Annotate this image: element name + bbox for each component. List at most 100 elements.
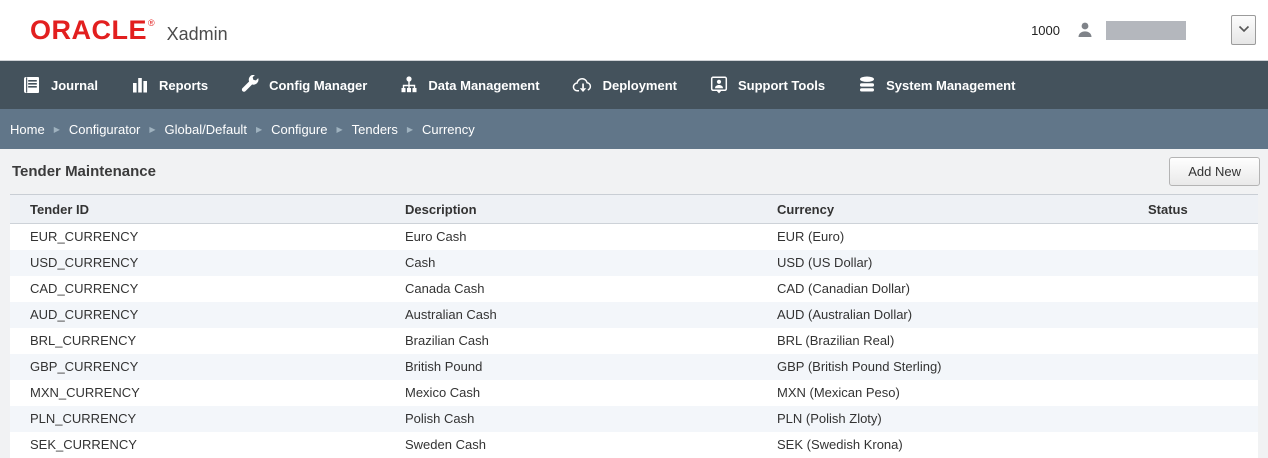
cell-description: Euro Cash xyxy=(385,223,757,250)
registered-mark: ® xyxy=(148,17,155,28)
breadcrumb-item-configurator[interactable]: Configurator xyxy=(68,121,141,137)
cell-tender-id: AUD_CURRENCY xyxy=(10,301,385,328)
cell-currency: CAD (Canadian Dollar) xyxy=(757,275,1128,302)
cell-status xyxy=(1128,431,1258,458)
nav-item-journal[interactable]: Journal xyxy=(6,61,114,109)
cell-tender-id: EUR_CURRENCY xyxy=(10,223,385,250)
breadcrumb-separator-icon: ▶ xyxy=(336,124,343,134)
cell-description: Canada Cash xyxy=(385,275,757,302)
table-header-row: Tender ID Description Currency Status xyxy=(10,194,1258,224)
cell-currency: MXN (Mexican Peso) xyxy=(757,379,1128,406)
cell-currency: EUR (Euro) xyxy=(757,223,1128,250)
cell-currency: SEK (Swedish Krona) xyxy=(757,431,1128,458)
bar-chart-icon xyxy=(130,75,150,95)
nav-item-system-management[interactable]: System Management xyxy=(841,61,1031,109)
tender-table: Tender ID Description Currency Status EU… xyxy=(10,194,1258,458)
table-row[interactable]: SEK_CURRENCY Sweden Cash SEK (Swedish Kr… xyxy=(10,431,1258,458)
user-icon xyxy=(1074,19,1096,41)
column-header-currency: Currency xyxy=(757,194,1128,224)
table-row[interactable]: MXN_CURRENCY Mexico Cash MXN (Mexican Pe… xyxy=(10,379,1258,406)
cell-description: Australian Cash xyxy=(385,301,757,328)
cell-status xyxy=(1128,275,1258,302)
nav-item-label: Config Manager xyxy=(269,77,368,93)
cell-description: Cash xyxy=(385,249,757,276)
store-number: 1000 xyxy=(1031,22,1060,38)
sitemap-icon xyxy=(399,75,419,95)
table-row[interactable]: PLN_CURRENCY Polish Cash PLN (Polish Zlo… xyxy=(10,405,1258,432)
cell-status xyxy=(1128,353,1258,380)
cloud-download-icon xyxy=(572,75,594,95)
cell-status xyxy=(1128,327,1258,354)
column-header-tender-id: Tender ID xyxy=(10,194,385,224)
chevron-down-icon xyxy=(1237,21,1251,39)
title-bar: Tender Maintenance Add New xyxy=(0,149,1268,194)
cell-status xyxy=(1128,379,1258,406)
cell-description: Sweden Cash xyxy=(385,431,757,458)
nav-item-label: Support Tools xyxy=(737,77,826,93)
cell-currency: BRL (Brazilian Real) xyxy=(757,327,1128,354)
database-stack-icon xyxy=(857,75,877,95)
breadcrumb-separator-icon: ▶ xyxy=(255,124,263,134)
column-header-status: Status xyxy=(1128,194,1258,224)
nav-item-deployment[interactable]: Deployment xyxy=(556,61,693,109)
nav-item-label: Deployment xyxy=(602,77,677,93)
username-redacted-box xyxy=(1106,20,1186,40)
user-menu-dropdown-button[interactable] xyxy=(1231,15,1256,45)
product-name: Xadmin xyxy=(166,23,228,44)
nav-item-reports[interactable]: Reports xyxy=(114,61,224,109)
breadcrumb-item-tenders[interactable]: Tenders xyxy=(351,121,398,137)
cell-tender-id: MXN_CURRENCY xyxy=(10,379,385,406)
nav-item-label: System Management xyxy=(886,77,1016,93)
breadcrumb-item-configure[interactable]: Configure xyxy=(271,121,328,137)
cell-tender-id: BRL_CURRENCY xyxy=(10,327,385,354)
nav-item-label: Journal xyxy=(51,77,98,93)
table-row[interactable]: AUD_CURRENCY Australian Cash AUD (Austra… xyxy=(10,301,1258,328)
nav-item-data-management[interactable]: Data Management xyxy=(383,61,555,109)
breadcrumb-item-home[interactable]: Home xyxy=(10,121,45,137)
cell-tender-id: GBP_CURRENCY xyxy=(10,353,385,380)
nav-item-label: Data Management xyxy=(428,77,540,93)
breadcrumb-separator-icon: ▶ xyxy=(406,124,414,134)
cell-description: Polish Cash xyxy=(385,405,757,432)
content-area: Tender Maintenance Add New Tender ID Des… xyxy=(0,149,1268,458)
table-row[interactable]: BRL_CURRENCY Brazilian Cash BRL (Brazili… xyxy=(10,327,1258,354)
cell-status xyxy=(1128,223,1258,250)
table-row[interactable]: GBP_CURRENCY British Pound GBP (British … xyxy=(10,353,1258,380)
cell-status xyxy=(1128,405,1258,432)
column-header-description: Description xyxy=(385,194,757,224)
breadcrumb: Home ▶ Configurator ▶ Global/Default ▶ C… xyxy=(0,109,1268,149)
cell-tender-id: CAD_CURRENCY xyxy=(10,275,385,302)
oracle-logo: ORACLE xyxy=(30,14,147,45)
main-nav-bar: Journal Reports Config Manager xyxy=(0,61,1268,109)
cell-currency: AUD (Australian Dollar) xyxy=(757,301,1128,328)
nav-item-label: Reports xyxy=(158,77,209,93)
cell-description: British Pound xyxy=(385,353,757,380)
wrench-icon xyxy=(240,75,260,95)
cell-currency: GBP (British Pound Sterling) xyxy=(757,353,1128,380)
cell-currency: USD (US Dollar) xyxy=(757,249,1128,276)
breadcrumb-separator-icon: ▶ xyxy=(53,124,60,134)
breadcrumb-item-currency[interactable]: Currency xyxy=(422,121,475,137)
cell-tender-id: USD_CURRENCY xyxy=(10,249,385,276)
breadcrumb-separator-icon: ▶ xyxy=(149,124,156,134)
nav-item-support-tools[interactable]: Support Tools xyxy=(693,61,841,109)
add-new-button[interactable]: Add New xyxy=(1169,157,1260,186)
nav-item-config-manager[interactable]: Config Manager xyxy=(224,61,383,109)
cell-tender-id: PLN_CURRENCY xyxy=(10,405,385,432)
table-row[interactable]: CAD_CURRENCY Canada Cash CAD (Canadian D… xyxy=(10,275,1258,302)
page-title: Tender Maintenance xyxy=(12,163,156,180)
cell-status xyxy=(1128,249,1258,276)
cell-currency: PLN (Polish Zloty) xyxy=(757,405,1128,432)
table-row[interactable]: EUR_CURRENCY Euro Cash EUR (Euro) xyxy=(10,223,1258,250)
header-right-cluster: 1000 xyxy=(1031,15,1256,45)
breadcrumb-item-global-default[interactable]: Global/Default xyxy=(164,121,247,137)
brand-logo: ORACLE ® Xadmin xyxy=(30,14,228,45)
cell-status xyxy=(1128,301,1258,328)
cell-tender-id: SEK_CURRENCY xyxy=(10,431,385,458)
table-row[interactable]: USD_CURRENCY Cash USD (US Dollar) xyxy=(10,249,1258,276)
cell-description: Mexico Cash xyxy=(385,379,757,406)
app-header: ORACLE ® Xadmin 1000 xyxy=(0,0,1268,61)
support-person-badge-icon xyxy=(709,75,729,95)
journal-book-icon xyxy=(22,75,42,95)
cell-description: Brazilian Cash xyxy=(385,327,757,354)
